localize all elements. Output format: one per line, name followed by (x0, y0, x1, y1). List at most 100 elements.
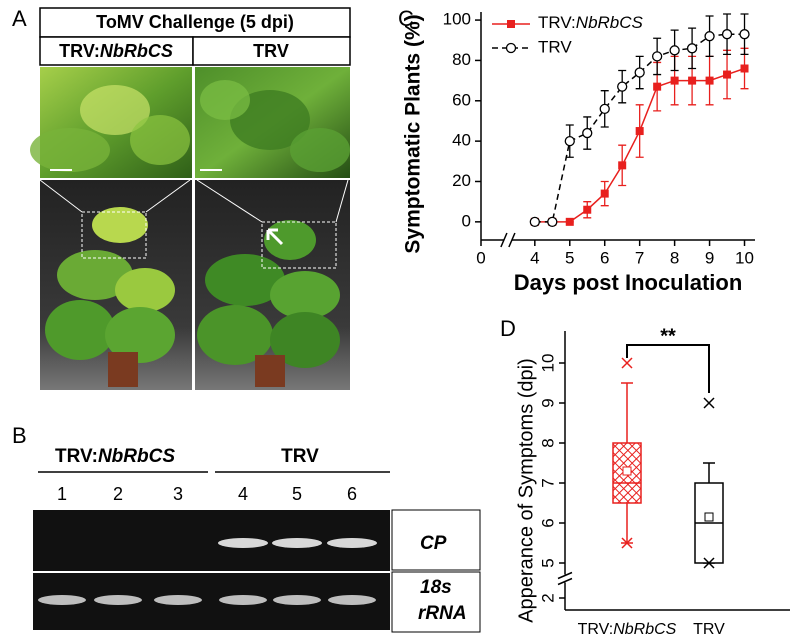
photos (30, 67, 350, 390)
lane-labels: 1 2 3 4 5 6 (57, 484, 357, 504)
bands (38, 538, 377, 605)
axis-break-mark (557, 577, 573, 586)
leaf (115, 268, 175, 312)
marker (723, 70, 732, 79)
y-tick-label: 9 (538, 398, 557, 407)
axis-break (558, 574, 572, 583)
leaf (105, 307, 175, 363)
significance-bracket (626, 344, 710, 393)
zoom-line (145, 179, 191, 213)
marker (704, 31, 715, 42)
leaf (130, 115, 190, 165)
x-axis-title: Days post Inoculation (514, 270, 743, 295)
pot (255, 355, 285, 387)
leaf (92, 207, 148, 243)
zoom-line (196, 179, 263, 223)
x-tick-label: 5 (565, 248, 574, 267)
y-tick-label: 7 (538, 478, 557, 487)
axis-break-mark (500, 232, 508, 248)
band (219, 595, 267, 605)
band (327, 538, 377, 548)
lane-label: 3 (173, 484, 183, 504)
pot (108, 352, 138, 387)
y-tick-label: 8 (538, 438, 557, 447)
marker (705, 76, 714, 85)
marker (547, 216, 558, 227)
extreme-marker (703, 397, 715, 409)
row-box (391, 509, 481, 571)
row-label: rRNA (418, 603, 467, 624)
panel-letter: B (12, 423, 27, 448)
marker (653, 82, 662, 91)
marker (617, 81, 628, 92)
extreme-marker (621, 357, 633, 369)
marker (564, 135, 575, 147)
significance-label: ** (660, 325, 676, 347)
legend-label: TRV (538, 37, 572, 56)
x-tick-label: 0 (476, 248, 485, 267)
lane-label: 1 (57, 484, 67, 504)
leaf (270, 271, 340, 319)
row-label: 18s (420, 577, 452, 598)
band (154, 595, 202, 605)
leaf (197, 305, 273, 365)
y-tick-label: 60 (452, 90, 471, 109)
x-tick-label: TRV:NbRbCS (578, 621, 677, 638)
x-tick-label: 9 (705, 248, 714, 267)
y-tick-label: 6 (538, 518, 557, 527)
x-tick-label: TRV (693, 621, 725, 638)
panel-letter: A (12, 6, 27, 31)
marker (618, 161, 627, 170)
y-axis-title: Symptomatic Plants (%) (402, 14, 425, 253)
leaf (270, 312, 340, 368)
panel-title: ToMV Challenge (5 dpi) (96, 12, 294, 32)
marker (634, 67, 645, 78)
axis-break-mark (508, 232, 516, 248)
leaf (290, 128, 350, 172)
band (38, 595, 86, 605)
zoom-line (335, 179, 349, 223)
column-label: TRV (253, 41, 289, 61)
marker (651, 51, 663, 62)
y-tick-label: 0 (462, 211, 471, 230)
leaf (80, 85, 150, 135)
gel (33, 510, 390, 630)
zoom-box (81, 211, 147, 259)
leaf (264, 220, 316, 260)
lane-label: 6 (347, 484, 357, 504)
leaf (230, 90, 310, 150)
band (273, 595, 321, 605)
zoom-box (261, 221, 337, 269)
y-tick-label: 5 (538, 558, 557, 567)
leaf (57, 250, 133, 300)
leaf (200, 80, 250, 120)
lane-label: 2 (113, 484, 123, 504)
column-box (39, 36, 194, 66)
band (272, 538, 322, 548)
row-label: CP (420, 533, 447, 554)
marker (669, 45, 680, 56)
arrow (266, 228, 284, 246)
y-tick-label: 2 (538, 593, 557, 602)
marker (739, 29, 750, 40)
leaf (205, 254, 285, 306)
zoom-line (39, 179, 83, 213)
marker (582, 127, 593, 139)
mean (622, 466, 632, 476)
panel-letter: D (500, 316, 516, 341)
leaf (45, 300, 115, 360)
marker (583, 205, 592, 214)
axis-break (503, 233, 512, 247)
leaf (30, 128, 110, 172)
panel-letter: C (398, 6, 414, 31)
legend-marker (505, 42, 517, 54)
row-box (391, 571, 481, 633)
column-box (192, 36, 351, 66)
mean (704, 512, 714, 522)
axis-break-mark (557, 571, 573, 580)
column-label: TRV:NbRbCS (59, 41, 173, 61)
header-box (39, 7, 351, 38)
y-tick-label: 10 (538, 354, 557, 373)
